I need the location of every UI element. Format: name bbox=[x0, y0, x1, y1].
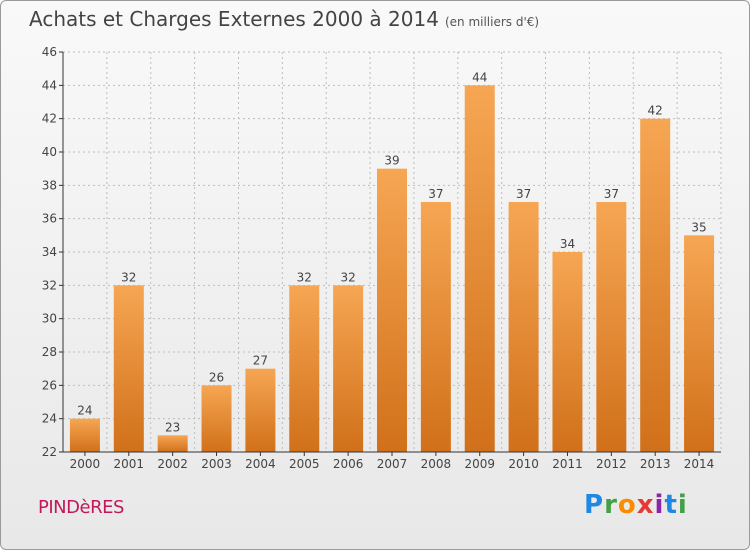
data-label: 35 bbox=[691, 220, 706, 234]
y-axis-ticks: 22 24 26 28 30 32 34 36 38 40 42 44 46 bbox=[42, 45, 63, 459]
y-tick-label: 44 bbox=[42, 78, 57, 92]
chart-unit: (en milliers d'€) bbox=[444, 15, 540, 29]
bar bbox=[245, 368, 276, 452]
logo-letter: t bbox=[664, 490, 678, 520]
bar bbox=[420, 202, 451, 452]
bar bbox=[596, 202, 627, 452]
bar bbox=[640, 118, 671, 453]
x-tick-label: 2000 bbox=[70, 457, 101, 471]
x-tick-label: 2005 bbox=[289, 457, 320, 471]
data-label: 39 bbox=[384, 154, 399, 168]
data-label: 24 bbox=[77, 404, 92, 418]
x-tick-label: 2011 bbox=[552, 457, 583, 471]
chart-title-text: Achats et Charges Externes 2000 à 2014 bbox=[29, 7, 439, 31]
data-label: 27 bbox=[253, 354, 268, 368]
x-tick-label: 2013 bbox=[640, 457, 671, 471]
data-label: 32 bbox=[121, 270, 136, 284]
bar bbox=[201, 385, 232, 452]
data-label: 32 bbox=[297, 270, 312, 284]
data-label: 26 bbox=[209, 370, 224, 384]
logo-letter: r bbox=[604, 490, 618, 520]
y-tick-label: 42 bbox=[42, 112, 57, 126]
x-axis-ticks: 2000 2001 2002 2003 2004 2005 2006 2007 2008 2009… bbox=[70, 452, 715, 471]
bar bbox=[464, 85, 495, 452]
y-tick-label: 36 bbox=[42, 212, 57, 226]
logo-letter: o bbox=[617, 490, 637, 520]
location-name: PINDèRES bbox=[38, 497, 124, 518]
data-label: 42 bbox=[648, 104, 663, 118]
x-tick-label: 2004 bbox=[245, 457, 276, 471]
y-tick-label: 40 bbox=[42, 145, 57, 159]
x-tick-label: 2006 bbox=[333, 457, 364, 471]
data-labels: 24 32 23 26 27 32 32 39 37 44 37 34 37 42 35 bbox=[77, 70, 706, 434]
logo-letter: x bbox=[636, 490, 655, 520]
y-tick-label: 32 bbox=[42, 278, 57, 292]
data-label: 32 bbox=[340, 270, 355, 284]
y-tick-label: 28 bbox=[42, 345, 57, 359]
data-label: 44 bbox=[472, 70, 487, 84]
bar bbox=[377, 168, 407, 452]
x-tick-label: 2010 bbox=[508, 457, 539, 471]
y-tick-label: 22 bbox=[42, 445, 57, 459]
data-label: 37 bbox=[428, 187, 443, 201]
data-label: 23 bbox=[165, 420, 180, 434]
bar bbox=[508, 202, 539, 452]
y-tick-label: 34 bbox=[42, 245, 57, 259]
x-tick-label: 2009 bbox=[464, 457, 495, 471]
y-tick-label: 30 bbox=[42, 312, 57, 326]
bar bbox=[289, 285, 320, 452]
proxiti-logo[interactable]: Proxiti bbox=[584, 490, 688, 520]
bar bbox=[684, 235, 715, 452]
y-tick-label: 24 bbox=[42, 412, 57, 426]
bars bbox=[69, 85, 715, 453]
logo-letter: i bbox=[677, 490, 688, 520]
bar bbox=[113, 285, 144, 452]
x-tick-label: 2007 bbox=[377, 457, 408, 471]
axes bbox=[62, 52, 721, 453]
y-tick-label: 38 bbox=[42, 178, 57, 192]
x-tick-label: 2008 bbox=[421, 457, 452, 471]
data-label: 34 bbox=[560, 237, 575, 251]
y-tick-label: 26 bbox=[42, 378, 57, 392]
chart-title: Achats et Charges Externes 2000 à 2014 (e… bbox=[29, 7, 539, 31]
bar bbox=[157, 435, 188, 452]
x-tick-label: 2002 bbox=[157, 457, 188, 471]
logo-letter: i bbox=[654, 490, 665, 520]
logo-letter: P bbox=[584, 490, 605, 520]
bar bbox=[69, 418, 100, 452]
x-tick-label: 2003 bbox=[201, 457, 232, 471]
data-label: 37 bbox=[516, 187, 531, 201]
x-tick-label: 2012 bbox=[596, 457, 627, 471]
y-tick-label: 46 bbox=[42, 45, 57, 59]
x-tick-label: 2014 bbox=[684, 457, 715, 471]
bar bbox=[552, 252, 583, 452]
x-tick-label: 2001 bbox=[114, 457, 145, 471]
data-label: 37 bbox=[604, 187, 619, 201]
bar bbox=[333, 285, 364, 452]
